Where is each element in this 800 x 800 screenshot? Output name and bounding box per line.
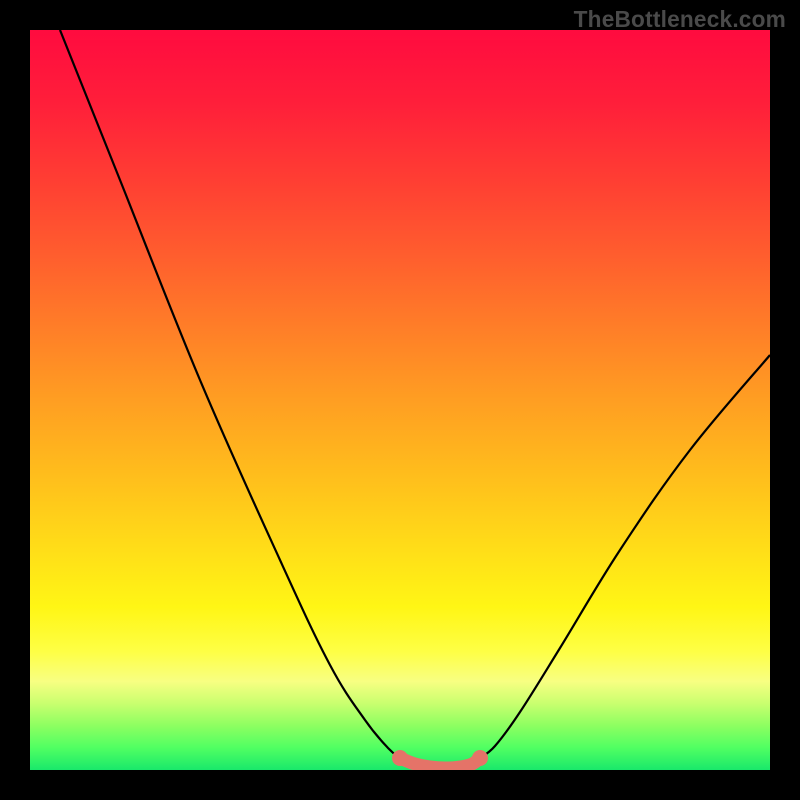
chart-svg bbox=[0, 0, 800, 800]
chart-container: TheBottleneck.com bbox=[0, 0, 800, 800]
plot-area bbox=[30, 30, 770, 770]
watermark-text: TheBottleneck.com bbox=[574, 6, 786, 33]
highlight-endpoint-left bbox=[392, 750, 408, 766]
highlight-endpoint-right bbox=[472, 750, 488, 766]
